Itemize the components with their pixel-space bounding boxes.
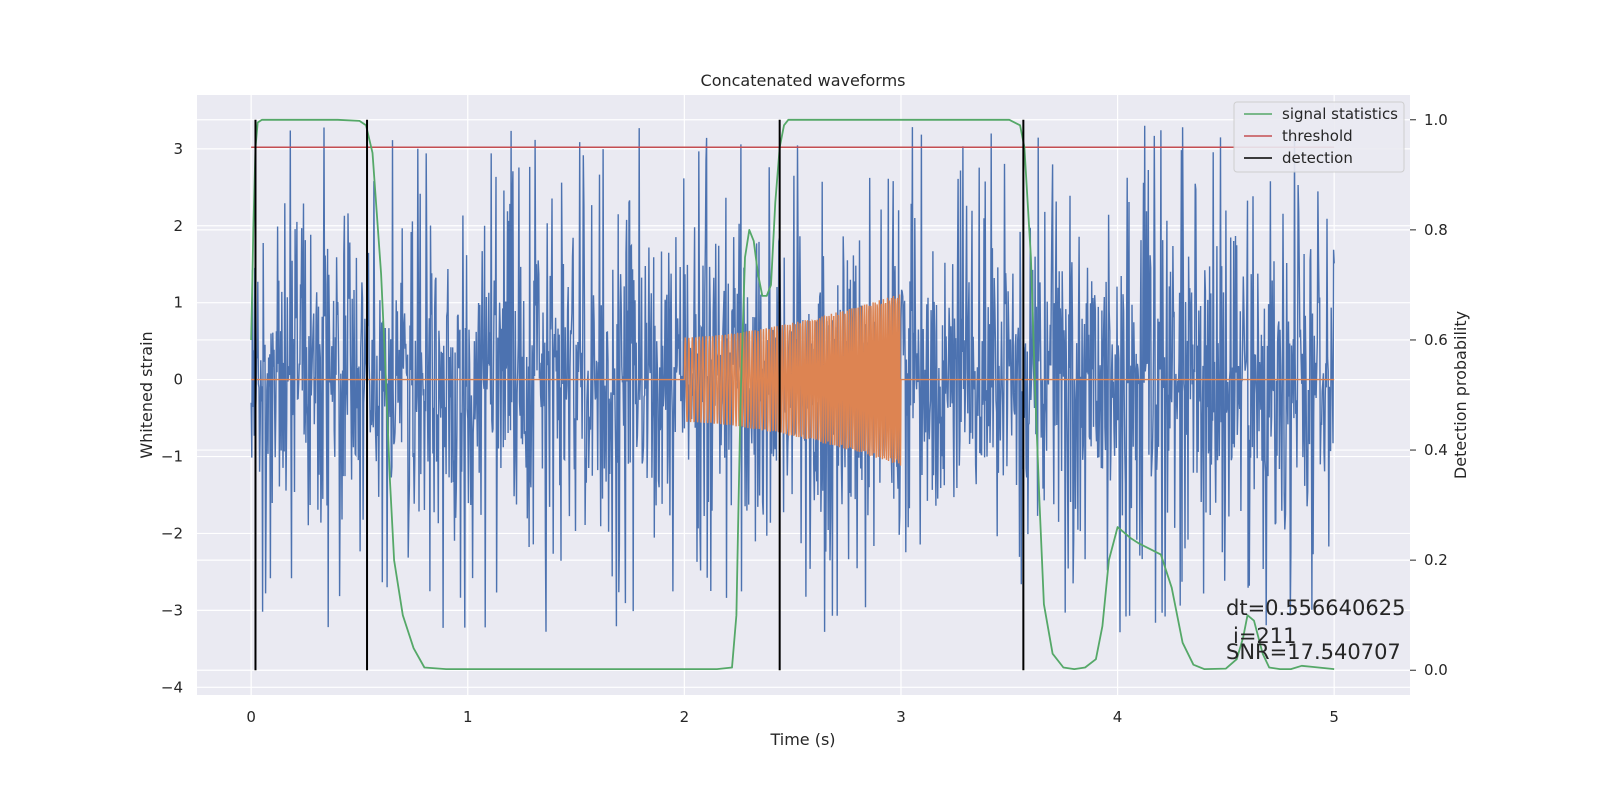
x-tick-label: 4 — [1113, 708, 1123, 726]
y-right-tick-label: 0.6 — [1424, 331, 1448, 349]
legend: signal statistics threshold detection — [1233, 101, 1405, 173]
annotation-dt: dt=0.556640625 — [1226, 596, 1405, 620]
x-tick-label: 2 — [680, 708, 690, 726]
y-axis-right-label: Detection probability — [1451, 311, 1470, 479]
legend-label-detection: detection — [1282, 149, 1353, 167]
y-tick-label: −1 — [161, 448, 183, 466]
annotation-snr: SNR=17.540707 — [1226, 640, 1401, 664]
x-tick-label: 5 — [1329, 708, 1339, 726]
x-tick-label: 3 — [896, 708, 906, 726]
y-right-tick-label: 0.8 — [1424, 221, 1448, 239]
y-right-tick-label: 1.0 — [1424, 111, 1448, 129]
x-tick-label: 0 — [246, 708, 256, 726]
y-axis-label: Whitened strain — [137, 331, 156, 458]
x-axis-label: Time (s) — [769, 730, 835, 749]
plot-area — [250, 118, 1335, 671]
y-tick-label: −3 — [161, 601, 183, 619]
y-tick-label: −4 — [161, 678, 183, 696]
injected-chirp-line — [251, 294, 1335, 466]
y-tick-label: 0 — [173, 371, 183, 389]
annotation-index: i=211 — [1233, 624, 1297, 648]
y-right-tick-label: 0.0 — [1424, 661, 1448, 679]
y-right-tick-label: 0.4 — [1424, 441, 1448, 459]
legend-label-threshold: threshold — [1282, 127, 1353, 145]
y-tick-label: 2 — [173, 217, 183, 235]
legend-label-signal-statistics: signal statistics — [1282, 105, 1398, 123]
axes: 0 1 2 3 4 5 −4 −3 −2 −1 0 1 2 3 0.0 0.2 0.4 0.6 0.8 1.0 — [161, 111, 1448, 726]
y-right-tick-label: 0.2 — [1424, 551, 1448, 569]
y-tick-label: −2 — [161, 524, 183, 542]
y-tick-label: 1 — [173, 294, 183, 312]
chart-title: Concatenated waveforms — [701, 71, 906, 90]
x-tick-label: 1 — [463, 708, 473, 726]
legend-box — [1233, 101, 1405, 173]
signal-statistics-line — [250, 118, 1335, 670]
y-tick-label: 3 — [173, 140, 183, 158]
